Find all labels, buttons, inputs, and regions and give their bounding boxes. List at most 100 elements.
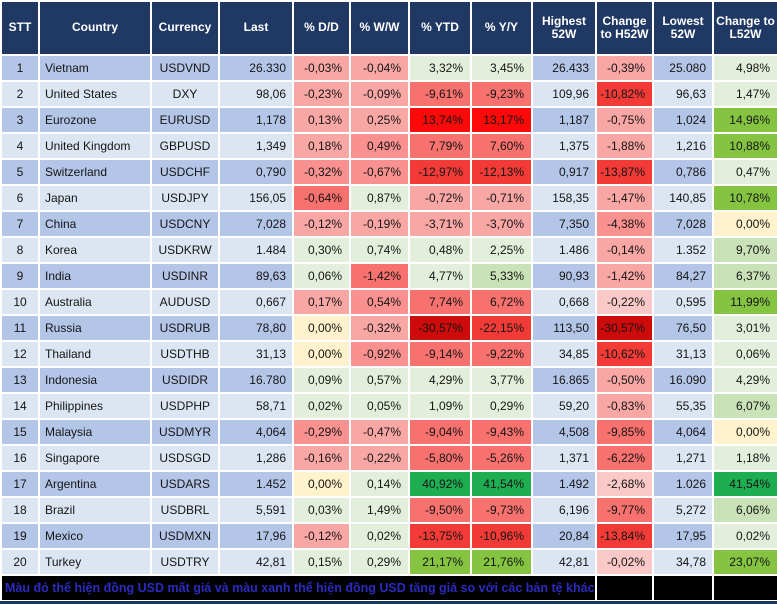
cell-cl52[interactable]: 14,96%	[712, 106, 777, 134]
cell-ch52[interactable]: -2,68%	[595, 470, 654, 498]
cell-stt[interactable]: 15	[0, 418, 40, 446]
cell-country[interactable]: Singapore	[38, 444, 152, 472]
cell-yy[interactable]: 3,45%	[470, 54, 533, 82]
cell-h52[interactable]: 4,508	[531, 418, 597, 446]
cell-stt[interactable]: 20	[0, 548, 40, 576]
cell-ch52[interactable]: -0,39%	[595, 54, 654, 82]
cell-last[interactable]: 7,028	[218, 210, 294, 238]
cell-ytd[interactable]: 40,92%	[408, 470, 472, 498]
header-cell-ytd[interactable]: % YTD	[408, 0, 472, 56]
cell-ww[interactable]: 0,87%	[349, 184, 410, 212]
cell-ytd[interactable]: 4,77%	[408, 262, 472, 290]
cell-cl52[interactable]: 6,37%	[712, 262, 777, 290]
cell-dd[interactable]: -0,23%	[292, 80, 351, 108]
cell-ww[interactable]: -0,92%	[349, 340, 410, 368]
cell-ytd[interactable]: -13,75%	[408, 522, 472, 550]
cell-stt[interactable]: 13	[0, 366, 40, 394]
cell-l52[interactable]: 4,064	[652, 418, 714, 446]
cell-cl52[interactable]: 9,70%	[712, 236, 777, 264]
cell-country[interactable]: United Kingdom	[38, 132, 152, 160]
cell-ytd[interactable]: 3,32%	[408, 54, 472, 82]
cell-h52[interactable]: 1,371	[531, 444, 597, 472]
cell-cl52[interactable]: 6,07%	[712, 392, 777, 420]
cell-ww[interactable]: 0,25%	[349, 106, 410, 134]
cell-stt[interactable]: 7	[0, 210, 40, 238]
cell-ww[interactable]: 0,74%	[349, 236, 410, 264]
cell-country[interactable]: Argentina	[38, 470, 152, 498]
cell-ww[interactable]: 0,29%	[349, 548, 410, 576]
cell-country[interactable]: Philippines	[38, 392, 152, 420]
cell-last[interactable]: 4,064	[218, 418, 294, 446]
cell-country[interactable]: Thailand	[38, 340, 152, 368]
cell-yy[interactable]: -22,15%	[470, 314, 533, 342]
cell-cl52[interactable]: 6,06%	[712, 496, 777, 524]
cell-l52[interactable]: 1,216	[652, 132, 714, 160]
cell-last[interactable]: 98,06	[218, 80, 294, 108]
cell-cl52[interactable]: 23,07%	[712, 548, 777, 576]
cell-ytd[interactable]: 4,29%	[408, 366, 472, 394]
cell-currency[interactable]: USDJPY	[150, 184, 220, 212]
cell-l52[interactable]: 31,13	[652, 340, 714, 368]
cell-h52[interactable]: 26.433	[531, 54, 597, 82]
cell-l52[interactable]: 76,50	[652, 314, 714, 342]
cell-h52[interactable]: 34,85	[531, 340, 597, 368]
cell-ch52[interactable]: -10,82%	[595, 80, 654, 108]
cell-ch52[interactable]: -13,87%	[595, 158, 654, 186]
cell-stt[interactable]: 9	[0, 262, 40, 290]
cell-ytd[interactable]: -9,14%	[408, 340, 472, 368]
cell-cl52[interactable]: 11,99%	[712, 288, 777, 316]
cell-h52[interactable]: 158,35	[531, 184, 597, 212]
cell-yy[interactable]: 21,76%	[470, 548, 533, 576]
cell-yy[interactable]: -5,26%	[470, 444, 533, 472]
cell-ch52[interactable]: -0,50%	[595, 366, 654, 394]
cell-yy[interactable]: 0,29%	[470, 392, 533, 420]
cell-l52[interactable]: 16.090	[652, 366, 714, 394]
cell-ch52[interactable]: -0,83%	[595, 392, 654, 420]
cell-country[interactable]: Korea	[38, 236, 152, 264]
cell-last[interactable]: 16.780	[218, 366, 294, 394]
cell-l52[interactable]: 96,63	[652, 80, 714, 108]
cell-dd[interactable]: 0,13%	[292, 106, 351, 134]
cell-yy[interactable]: 6,72%	[470, 288, 533, 316]
cell-currency[interactable]: AUDUSD	[150, 288, 220, 316]
cell-cl52[interactable]: 10,78%	[712, 184, 777, 212]
cell-country[interactable]: India	[38, 262, 152, 290]
cell-cl52[interactable]: 0,47%	[712, 158, 777, 186]
cell-country[interactable]: Turkey	[38, 548, 152, 576]
header-cell-country[interactable]: Country	[38, 0, 152, 56]
cell-ww[interactable]: 0,54%	[349, 288, 410, 316]
cell-dd[interactable]: 0,09%	[292, 366, 351, 394]
cell-country[interactable]: Malaysia	[38, 418, 152, 446]
cell-ww[interactable]: 1,49%	[349, 496, 410, 524]
cell-dd[interactable]: 0,15%	[292, 548, 351, 576]
cell-ch52[interactable]: -13,84%	[595, 522, 654, 550]
cell-yy[interactable]: -0,71%	[470, 184, 533, 212]
cell-currency[interactable]: USDARS	[150, 470, 220, 498]
cell-country[interactable]: Russia	[38, 314, 152, 342]
cell-ww[interactable]: -1,42%	[349, 262, 410, 290]
cell-ch52[interactable]: -6,22%	[595, 444, 654, 472]
cell-ch52[interactable]: -4,38%	[595, 210, 654, 238]
cell-last[interactable]: 26.330	[218, 54, 294, 82]
cell-dd[interactable]: 0,30%	[292, 236, 351, 264]
cell-dd[interactable]: 0,00%	[292, 340, 351, 368]
cell-last[interactable]: 156,05	[218, 184, 294, 212]
cell-dd[interactable]: -0,12%	[292, 210, 351, 238]
cell-ch52[interactable]: -30,57%	[595, 314, 654, 342]
cell-currency[interactable]: USDRUB	[150, 314, 220, 342]
cell-country[interactable]: Australia	[38, 288, 152, 316]
cell-ytd[interactable]: -9,61%	[408, 80, 472, 108]
cell-last[interactable]: 1.484	[218, 236, 294, 264]
cell-l52[interactable]: 84,27	[652, 262, 714, 290]
cell-country[interactable]: Brazil	[38, 496, 152, 524]
cell-yy[interactable]: -9,22%	[470, 340, 533, 368]
cell-stt[interactable]: 2	[0, 80, 40, 108]
cell-dd[interactable]: 0,03%	[292, 496, 351, 524]
cell-currency[interactable]: USDTHB	[150, 340, 220, 368]
cell-l52[interactable]: 1,271	[652, 444, 714, 472]
cell-ytd[interactable]: -9,04%	[408, 418, 472, 446]
cell-ytd[interactable]: 7,74%	[408, 288, 472, 316]
cell-cl52[interactable]: 1,47%	[712, 80, 777, 108]
cell-last[interactable]: 1,178	[218, 106, 294, 134]
cell-dd[interactable]: 0,06%	[292, 262, 351, 290]
